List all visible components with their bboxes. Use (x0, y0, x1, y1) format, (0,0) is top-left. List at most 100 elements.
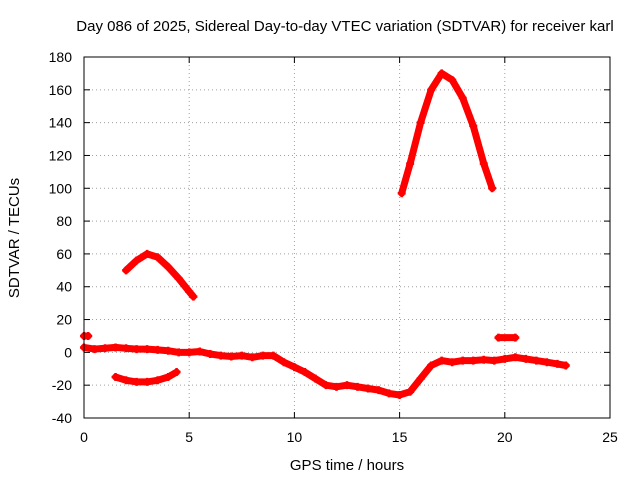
x-tick-label: 15 (392, 429, 408, 445)
data-point (122, 266, 131, 275)
data-point (258, 351, 267, 360)
data-point (332, 382, 341, 391)
data-point (321, 381, 330, 390)
data-point (364, 384, 373, 393)
axis-ticks: 0 5 10 15 20 25 -40 -20 0 20 40 60 80 100 120 140 160 180 (49, 49, 618, 445)
data-point (153, 345, 162, 354)
data-point (269, 351, 278, 360)
data-point (111, 343, 120, 352)
y-tick-label: 20 (56, 312, 72, 328)
data-point (374, 386, 383, 395)
y-tick-label: 180 (49, 49, 73, 65)
data-point (311, 374, 320, 383)
y-tick-label: -40 (52, 410, 72, 426)
chart-title: Day 086 of 2025, Sidereal Day-to-day VTE… (76, 18, 613, 35)
data-point (174, 274, 183, 283)
data-point (132, 256, 141, 265)
data-point (343, 381, 351, 390)
data-point (385, 389, 394, 398)
data-point (437, 356, 446, 365)
grid (84, 57, 610, 418)
data-point (521, 354, 530, 363)
x-tick-label: 5 (185, 429, 193, 445)
data-point (458, 94, 467, 103)
y-tick-label: 60 (56, 246, 72, 262)
data-point (511, 333, 520, 342)
data-point (195, 347, 204, 356)
data-point (553, 359, 562, 368)
x-tick-label: 10 (287, 429, 303, 445)
data-point (488, 184, 497, 193)
data-point (395, 391, 404, 400)
data-point (279, 358, 288, 367)
y-axis-label: SDTVAR / TECUs (6, 178, 23, 298)
y-tick-label: 100 (49, 180, 73, 196)
data-point (353, 382, 362, 391)
data-point (490, 356, 499, 365)
data-point (300, 368, 309, 377)
data-point (248, 353, 257, 362)
series-large-arc (398, 69, 496, 197)
data-point (185, 287, 194, 296)
y-tick-label: 140 (49, 115, 73, 131)
data-point (416, 118, 425, 127)
y-tick-label: 0 (64, 344, 72, 360)
data-point (427, 361, 436, 370)
data-point (227, 352, 236, 361)
y-tick-label: 160 (49, 82, 73, 98)
x-axis-label: GPS time / hours (290, 457, 404, 474)
data-point (494, 333, 503, 342)
data-point (132, 345, 141, 354)
data-point (458, 356, 467, 365)
data-point (132, 377, 141, 386)
x-tick-label: 25 (602, 429, 618, 445)
data-point (500, 354, 509, 363)
data-point (216, 351, 225, 360)
data-point (164, 346, 173, 355)
data-point (437, 69, 446, 78)
data-point (406, 387, 415, 396)
data-point (427, 85, 436, 94)
x-tick-label: 20 (497, 429, 513, 445)
data-point (143, 377, 152, 386)
plot-frame (83, 56, 611, 419)
data-point (237, 351, 246, 360)
data-point (290, 363, 299, 372)
data-point (542, 358, 551, 367)
data-point (416, 374, 425, 383)
y-tick-label: 80 (56, 213, 72, 229)
data-point (172, 368, 181, 377)
data-point (189, 292, 198, 301)
data-point (90, 345, 99, 354)
data-point (532, 356, 541, 365)
y-tick-label: 40 (56, 279, 72, 295)
data-point (122, 344, 131, 353)
data-series (80, 69, 570, 400)
data-point (153, 376, 162, 385)
data-point (153, 253, 162, 262)
data-point (448, 358, 457, 367)
y-tick-label: 120 (49, 147, 73, 163)
data-point (143, 249, 152, 258)
data-point (469, 121, 478, 130)
data-point (406, 159, 415, 168)
data-point (164, 263, 173, 272)
x-tick-label: 0 (80, 429, 88, 445)
data-point (469, 356, 478, 365)
data-point (397, 189, 406, 198)
data-point (206, 350, 215, 359)
data-point (164, 372, 173, 381)
data-point (448, 75, 457, 84)
data-point (143, 345, 152, 354)
data-point (174, 348, 183, 357)
data-point (122, 376, 131, 385)
y-tick-label: -20 (52, 377, 72, 393)
data-point (479, 355, 488, 364)
data-point (511, 353, 520, 362)
data-point (479, 159, 488, 168)
data-point (111, 372, 120, 381)
data-point (84, 331, 93, 340)
data-point (185, 348, 194, 357)
data-point (101, 344, 110, 353)
